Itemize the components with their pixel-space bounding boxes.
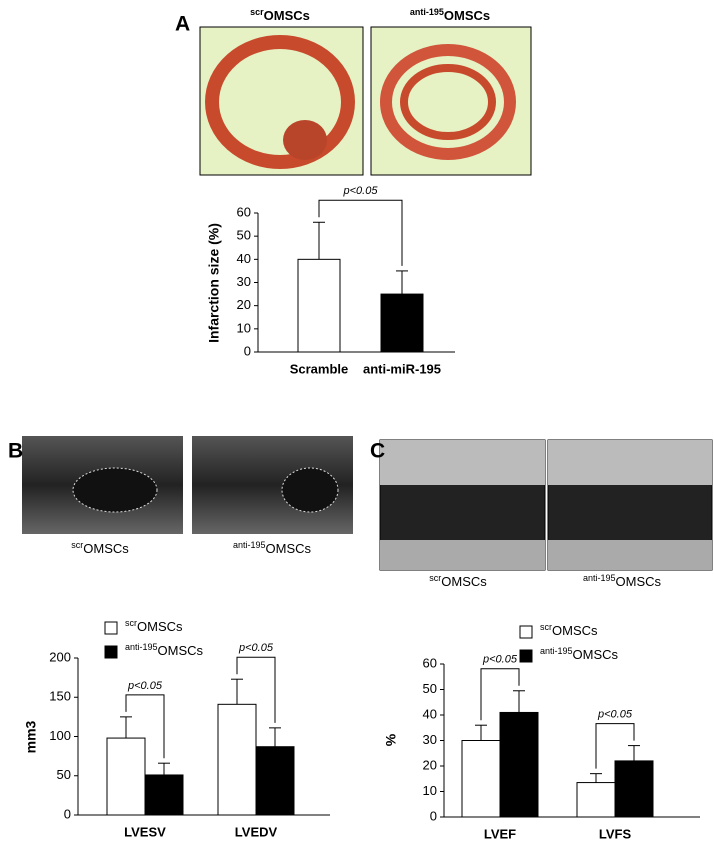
bar — [144, 774, 184, 816]
y-tick-label: 50 — [237, 228, 251, 243]
image-caption: anti-195OMSCs — [583, 573, 662, 589]
significance-bracket — [125, 694, 165, 759]
y-tick-label: 150 — [49, 689, 71, 704]
legend-swatch — [519, 649, 533, 663]
y-tick-label: 10 — [423, 783, 437, 798]
significance-label: p<0.05 — [482, 654, 518, 666]
significance-label: p<0.05 — [238, 642, 274, 654]
image-caption-main: OMSCs — [616, 574, 662, 589]
legend-swatch — [104, 621, 118, 635]
significance-bracket — [480, 668, 520, 721]
y-tick-label: 60 — [237, 204, 251, 219]
y-tick-label: 0 — [244, 343, 251, 358]
significance-bracket — [318, 199, 403, 266]
y-tick-label: 0 — [430, 808, 437, 823]
legend-label-sup: anti-195 — [125, 642, 158, 652]
y-tick-label: 50 — [423, 681, 437, 696]
image-caption: anti-195OMSCs — [410, 7, 490, 23]
legend-label-sup: anti-195 — [540, 646, 573, 656]
significance-label: p<0.05 — [597, 709, 633, 721]
panel-label: B — [8, 440, 23, 463]
significance-bracket — [595, 723, 635, 769]
image-caption-main: OMSCs — [264, 8, 310, 23]
ultrasound-images — [22, 436, 353, 534]
image-caption-sup: anti-195 — [410, 7, 444, 17]
y-tick-label: 20 — [423, 757, 437, 772]
legend-label-main: OMSCs — [573, 647, 619, 662]
panel-label: C — [370, 440, 385, 463]
bar — [217, 703, 257, 816]
y-tick-label: 30 — [423, 732, 437, 747]
image-caption: scrOMSCs — [429, 573, 487, 589]
significance-bracket — [236, 656, 276, 723]
image-caption-sup: anti-195 — [233, 540, 266, 550]
image-caption-sup: scr — [250, 7, 264, 17]
bar — [106, 737, 146, 816]
legend-label-main: OMSCs — [137, 619, 183, 634]
x-tick-label: LVFS — [599, 826, 632, 841]
legend-swatch — [104, 645, 118, 659]
image-caption-main: OMSCs — [266, 541, 312, 556]
legend-label: scrOMSCs — [540, 622, 598, 638]
y-tick-label: 30 — [237, 274, 251, 289]
image-caption-main: OMSCs — [444, 8, 490, 23]
legend-label: anti-195OMSCs — [125, 642, 204, 658]
bar — [255, 746, 295, 816]
x-tick-label: Scramble — [290, 361, 349, 376]
bar — [499, 711, 539, 818]
significance-label: p<0.05 — [343, 185, 379, 197]
x-tick-label: anti-miR-195 — [363, 361, 441, 376]
histology-images — [199, 26, 532, 176]
bar — [461, 740, 501, 818]
image-caption-sup: anti-195 — [583, 573, 616, 583]
y-tick-label: 100 — [49, 728, 71, 743]
legend-swatch — [519, 625, 533, 639]
image-caption-sup: scr — [429, 573, 441, 583]
y-tick-label: 40 — [423, 706, 437, 721]
bar — [297, 258, 341, 353]
legend-label-sup: scr — [540, 622, 552, 632]
y-tick-label: 20 — [237, 297, 251, 312]
legend-label: anti-195OMSCs — [540, 646, 619, 662]
y-tick-label: 40 — [237, 251, 251, 266]
image-caption-main: OMSCs — [83, 541, 129, 556]
image-caption: scrOMSCs — [250, 7, 310, 23]
x-tick-label: LVEDV — [235, 824, 278, 839]
image-caption-main: OMSCs — [441, 574, 487, 589]
y-tick-label: 200 — [49, 649, 71, 664]
y-tick-label: 0 — [64, 806, 71, 821]
legend-label: scrOMSCs — [125, 618, 183, 634]
legend-label-main: OMSCs — [552, 623, 598, 638]
image-caption-sup: scr — [71, 540, 83, 550]
legend-label-main: OMSCs — [158, 643, 204, 658]
bar — [614, 760, 654, 818]
y-axis-label: mm3 — [23, 720, 39, 753]
y-tick-label: 50 — [57, 767, 71, 782]
y-tick-label: 10 — [237, 320, 251, 335]
mmode-images — [379, 439, 713, 571]
panel-label: A — [175, 13, 190, 36]
significance-label: p<0.05 — [127, 680, 163, 692]
image-caption: anti-195OMSCs — [233, 540, 312, 556]
bar — [380, 293, 424, 353]
y-axis-label: % — [383, 733, 399, 746]
x-tick-label: LVESV — [124, 824, 166, 839]
bar — [576, 782, 616, 818]
x-tick-label: LVEF — [484, 826, 516, 841]
legend-label-sup: scr — [125, 618, 137, 628]
image-caption: scrOMSCs — [71, 540, 129, 556]
y-axis-label: Infarction size (%) — [206, 223, 222, 343]
y-tick-label: 60 — [423, 655, 437, 670]
